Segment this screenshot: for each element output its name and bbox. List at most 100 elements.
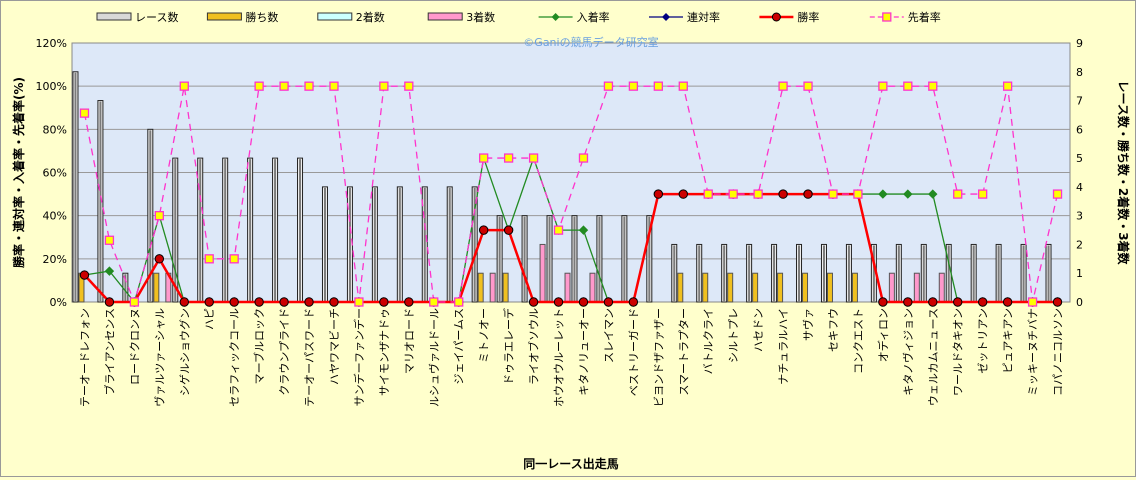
marker-勝率-12: [379, 297, 389, 307]
bar-shade-9: [299, 159, 302, 302]
marker-先着率-7: [254, 81, 264, 91]
x-tick-label: スマートラプター: [677, 308, 690, 396]
marker-先着率-39: [1052, 189, 1063, 199]
x-tick-label: ジェイパームス: [453, 308, 466, 384]
x-tick-label: コパノニコルソン: [1052, 308, 1065, 396]
legend-swatch-レース数: [96, 12, 132, 21]
bar-勝ち数-31: [851, 272, 858, 303]
x-tick-label: シルトプレ: [727, 308, 740, 363]
marker-先着率-30: [828, 189, 838, 199]
marker-先着率-9: [304, 81, 314, 91]
legend-label-先着率: 先着率: [908, 10, 941, 24]
marker-勝率-7: [254, 297, 264, 307]
x-tick-label: ライオブソウル: [527, 308, 541, 385]
marker-先着率-1: [104, 235, 115, 245]
bar-shade-6: [224, 159, 227, 302]
bar-shade-39: [1047, 245, 1050, 302]
bar-shade-10: [323, 187, 326, 302]
line-先着率: [83, 85, 1059, 304]
bar-3着数-34: [938, 272, 945, 303]
x-tick-label: クラウンプライド: [278, 308, 291, 396]
x-tick-label: ハセドン: [752, 308, 765, 352]
marker-先着率-27: [753, 189, 763, 199]
marker-先着率-34: [928, 81, 938, 91]
legend-label-勝率: 勝率: [797, 10, 819, 24]
bar-勝ち数-27: [752, 272, 759, 303]
x-tick-label: ウェルカムニュース: [927, 308, 940, 406]
marker-先着率-13: [404, 81, 414, 91]
marker-先着率-32: [878, 81, 888, 91]
legend-label-勝ち数: 勝ち数: [245, 10, 278, 24]
marker-勝率-16: [478, 225, 489, 235]
x-tick-label: コンクエスト: [852, 308, 865, 374]
marker-勝率-9: [304, 297, 314, 307]
x-tick-label: オディロン: [876, 308, 890, 362]
marker-先着率-10: [329, 81, 339, 91]
right-tick-label: 7: [1076, 95, 1083, 108]
legend-marker-勝率: [771, 12, 781, 22]
y-axis-left-title: 勝率・連対率・入着率・先着率(%): [11, 77, 26, 268]
x-tick-label: サンデーファンデー: [352, 308, 366, 406]
bar-shade-21: [598, 216, 601, 302]
bar-shade-33: [897, 245, 900, 302]
bar-勝ち数-29: [802, 272, 809, 303]
x-tick-label: キタノヴィジョン: [901, 308, 915, 396]
right-tick-label: 3: [1076, 210, 1083, 223]
legend-marker-先着率: [882, 12, 892, 22]
bar-shade-29: [798, 245, 801, 302]
left-axis-ticks: 0% 20% 40% 60% 80% 100% 120%: [36, 37, 67, 309]
right-tick-label: 0: [1076, 296, 1083, 309]
bar-shade-31: [847, 245, 850, 302]
x-tick-label: ハヤワマビーチ: [328, 308, 341, 385]
right-tick-label: 4: [1076, 181, 1083, 194]
x-tick-label: セラフィックコール: [228, 308, 241, 407]
bar-shade-25: [698, 245, 701, 302]
x-tick-label: ヴァルツァーシャル: [152, 308, 166, 407]
marker-先着率-29: [803, 81, 813, 91]
marker-先着率-23: [653, 81, 663, 91]
bar-shade-14: [423, 187, 426, 302]
marker-先着率-14: [429, 297, 439, 307]
legend-marker-連対率: [662, 13, 670, 21]
bar-勝ち数-16: [477, 272, 484, 303]
marker-勝率-34: [928, 297, 938, 307]
right-tick-label: 5: [1076, 152, 1083, 165]
x-tick-label: ベストリーガード: [627, 308, 640, 396]
x-tick-label: スレイマン: [602, 308, 615, 363]
bar-勝ち数-28: [777, 272, 784, 303]
x-tick-label: ゼットリアン: [977, 308, 990, 374]
watermark: ©Ganiの競馬データ研究室: [523, 35, 658, 49]
marker-先着率-31: [853, 189, 863, 199]
bar-shade-35: [947, 245, 950, 302]
bar-shade-30: [822, 245, 825, 302]
bar-shade-36: [972, 245, 975, 302]
x-tick-label: サイモンザナドゥ: [378, 308, 391, 396]
bar-shade-7: [249, 159, 252, 302]
marker-勝率-35: [953, 297, 963, 307]
marker-先着率-5: [204, 254, 214, 264]
bar-3着数-32: [888, 272, 895, 303]
legend-label-2着数: 2着数: [356, 10, 385, 24]
bar-shade-18: [523, 216, 526, 302]
marker-先着率-37: [1002, 81, 1013, 91]
marker-勝率-24: [678, 189, 688, 199]
marker-勝率-3: [154, 254, 165, 264]
bar-shade-19: [548, 216, 551, 302]
bar-3着数-16: [489, 272, 496, 303]
marker-先着率-0: [79, 108, 90, 118]
marker-先着率-15: [454, 297, 464, 307]
marker-先着率-21: [603, 81, 614, 91]
bar-shade-27: [748, 245, 751, 302]
marker-先着率-6: [229, 254, 239, 264]
marker-先着率-12: [379, 81, 389, 91]
marker-先着率-17: [503, 153, 514, 163]
x-tick-label: テーオーパスワード: [303, 308, 316, 407]
x-tick-label: ワールドタキオン: [952, 308, 965, 396]
marker-先着率-26: [728, 189, 738, 199]
x-tick-label: ルシュヴァルドール: [427, 308, 441, 407]
marker-入着率-33: [903, 189, 913, 199]
legend-label-3着数: 3着数: [466, 10, 495, 24]
x-tick-label: ビヨンドザファザー: [652, 308, 665, 407]
